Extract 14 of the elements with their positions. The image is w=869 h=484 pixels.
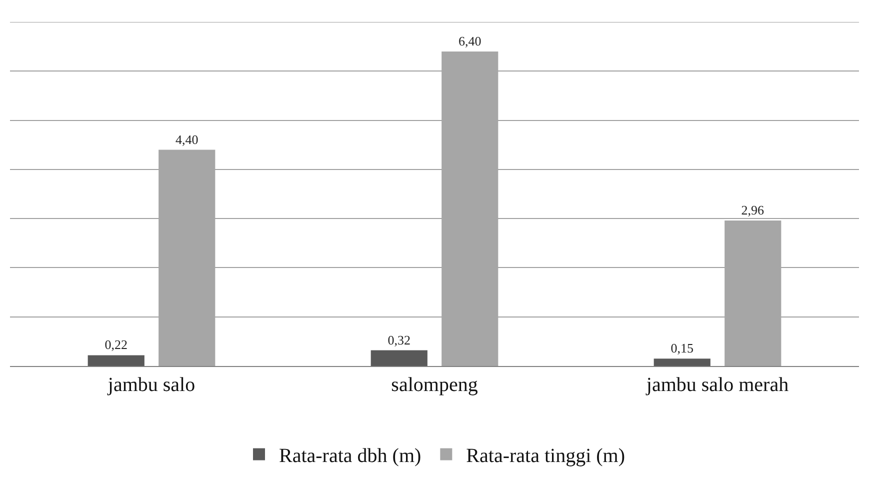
data-label: 0,32 xyxy=(388,332,411,348)
data-label: 6,40 xyxy=(458,33,482,48)
data-label: 0,22 xyxy=(104,337,128,352)
data-label: 2,96 xyxy=(741,202,765,218)
data-label: 0,15 xyxy=(670,340,694,356)
bar xyxy=(654,358,710,366)
bar xyxy=(370,350,428,366)
legend-label: Rata-rata tinggi (m) xyxy=(466,445,625,468)
x-tick-label: salompeng xyxy=(391,374,478,396)
bar xyxy=(88,355,144,366)
x-tick-label: jambu salo merah xyxy=(645,374,789,396)
data-label: 4,40 xyxy=(176,132,198,147)
x-tick-label: jambu salo xyxy=(106,374,196,396)
legend-label: Rata-rata dbh (m) xyxy=(279,445,422,468)
